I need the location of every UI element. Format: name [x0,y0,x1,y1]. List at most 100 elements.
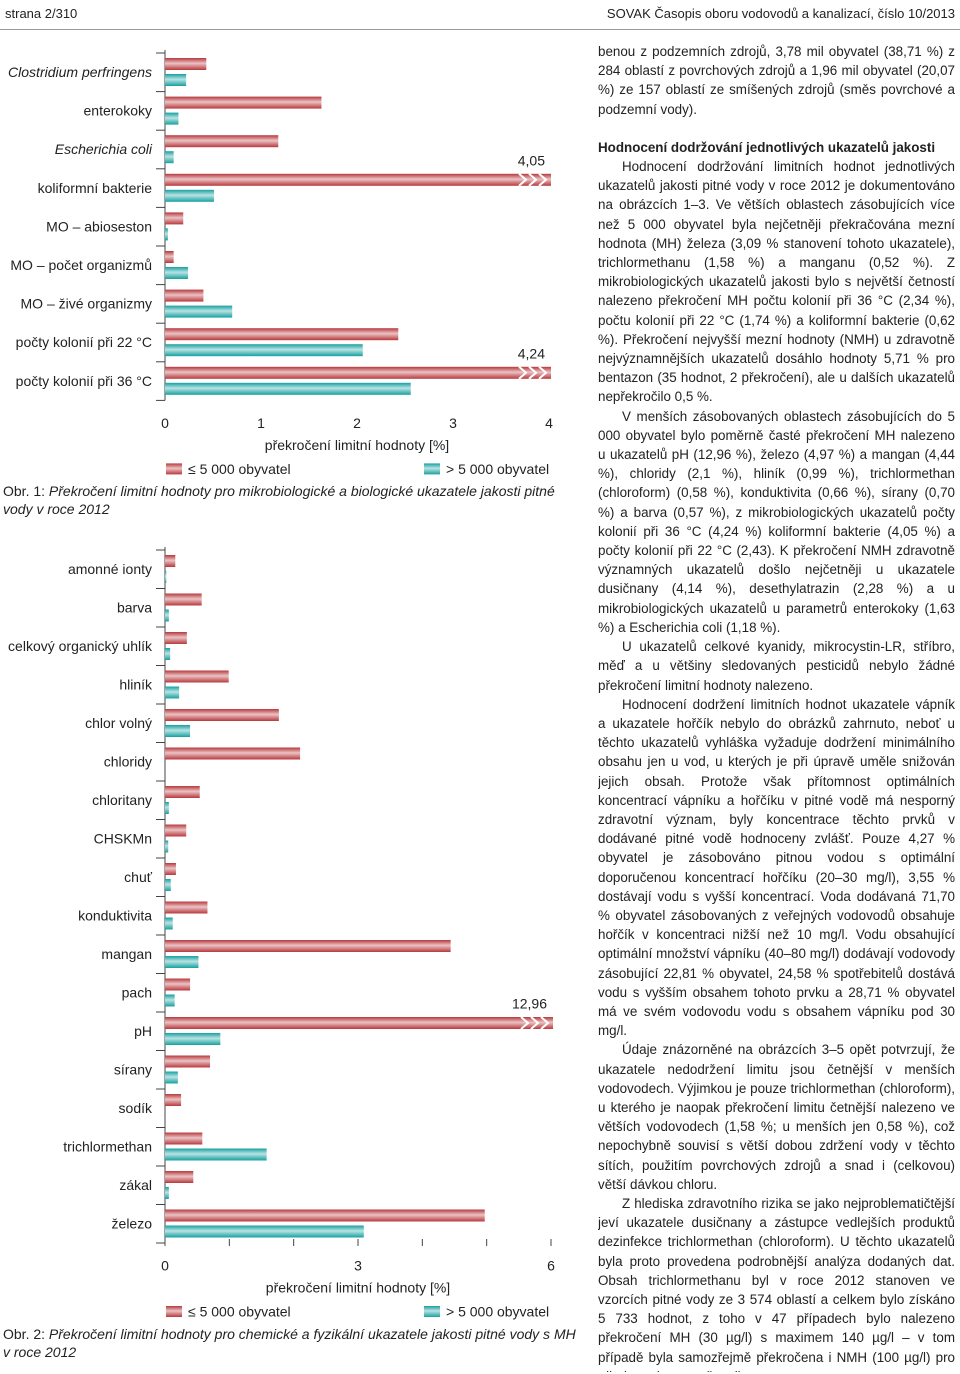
paragraph: benou z podzemních zdrojů, 3,78 mil obyv… [598,44,955,117]
bar [165,1017,553,1029]
axis-break [528,366,538,380]
category-label: počty kolonií při 22 °C [16,334,152,350]
category-label: koliformní bakterie [38,180,153,196]
paragraph: Údaje znázorněné na obrázcích 3–5 opět p… [598,1042,955,1192]
category-label: Escherichia coli [55,141,153,157]
x-tick-label: 0 [161,1258,169,1274]
paragraph: V menších zásobovaných oblastech zásobuj… [598,408,955,635]
axis-break [528,173,538,187]
bar [165,917,173,930]
bar [165,1148,267,1161]
bar [165,824,187,837]
category-label: konduktivita [78,907,152,923]
category-label: barva [117,599,152,615]
bar [165,1209,485,1222]
figure-caption: Obr. 1: Překročení limitní hodnoty pro m… [3,482,578,518]
journal-title: SOVAK Časopis oboru vodovodů a kanalizac… [606,6,955,21]
legend-label: ≤ 5 000 obyvatel [188,461,291,477]
figure-caption: Obr. 2: Překročení limitní hodnoty pro c… [3,1325,578,1361]
bar [165,978,191,991]
category-label: chlor volný [85,715,152,731]
legend-label: ≤ 5 000 obyvatel [188,1304,291,1320]
article: benou z podzemních zdrojů, 3,78 mil obyv… [598,42,955,1372]
bar [165,228,168,241]
bar [165,1225,364,1238]
bar [165,747,301,760]
paragraph: Hodnocení dodržení limitních hodnot ukaz… [598,696,955,1039]
bar [165,1055,211,1068]
legend-swatch [424,463,440,475]
category-label: MO – počet organizmů [10,257,152,273]
axis-break [530,1016,540,1030]
bar [165,58,207,70]
axis-break [518,366,528,380]
x-axis-title: překročení limitní hodnoty [%] [265,437,449,453]
section-heading: Hodnocení dodržování jednotlivých ukazat… [598,139,936,155]
bar [165,648,171,660]
axis-break [538,173,548,187]
category-label: MO – živé organizmy [21,296,152,312]
bar [165,1094,182,1106]
value-label: 4,05 [518,153,545,169]
bar [165,189,214,202]
bar [165,686,180,699]
legend-label: > 5 000 obyvatel [446,461,549,477]
axis-break [518,173,528,187]
x-tick-label: 3 [449,415,457,431]
bar [165,267,189,279]
paragraph: U ukazatelů celkové kyanidy, mikrocystin… [598,639,955,693]
bar [165,251,174,263]
axis-break [540,1016,550,1030]
bar [165,940,451,952]
category-label: sírany [114,1061,152,1077]
x-tick-label: 6 [547,1258,555,1274]
category-label: mangan [101,946,152,962]
x-tick-label: 4 [545,415,553,431]
caption-label: Obr. 1: [3,483,46,500]
header-rule [0,29,960,30]
bar [165,632,187,644]
legend-label: > 5 000 obyvatel [446,1304,549,1320]
bar [165,289,204,302]
caption-text: Překročení limitní hodnoty pro mikrobiol… [3,483,555,518]
axis-break [520,1016,530,1030]
bar [165,382,411,395]
bar [165,725,191,737]
category-label: železo [112,1215,153,1231]
category-label: chloridy [104,753,152,769]
bar [165,212,184,225]
bar [165,840,169,853]
bar [165,366,551,379]
x-tick-label: 0 [161,415,169,431]
legend-swatch [166,463,182,475]
bar [165,74,187,86]
caption-label: Obr. 2: [3,1326,46,1342]
x-tick-label: 3 [354,1258,362,1274]
bar [165,593,202,606]
category-label: enterokoky [84,103,152,119]
category-label: MO – abioseston [46,218,152,234]
category-label: chloritany [92,792,152,808]
bar [165,1132,203,1145]
paragraph: Hodnocení dodržování limitních hodnot je… [598,159,955,405]
category-label: CHSKMn [94,830,152,846]
bar [165,344,363,357]
bar [165,1171,194,1183]
value-label: 12,96 [512,996,547,1012]
x-tick-label: 1 [257,415,265,431]
legend-swatch [166,1306,182,1317]
bar [165,112,179,125]
category-label: amonné ionty [68,561,152,577]
legend-swatch [424,1306,440,1317]
bar [165,151,174,164]
value-label: 4,24 [518,346,545,362]
bar [165,670,229,683]
x-tick-label: 2 [353,415,361,431]
axis-break [538,366,548,380]
bar [165,802,169,814]
x-axis-title: překročení limitní hodnoty [%] [266,1280,450,1296]
bar [165,1187,169,1199]
bar [165,96,322,109]
bar [165,173,551,186]
